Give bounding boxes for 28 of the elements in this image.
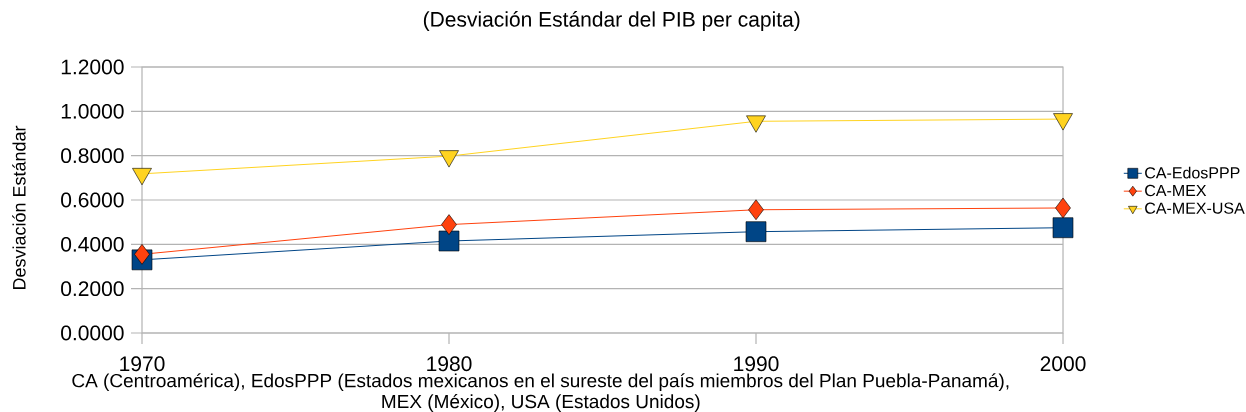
point (441, 214, 457, 235)
point (745, 221, 767, 242)
point (438, 230, 460, 252)
x-tick-label: 1990 (734, 356, 779, 372)
y-axis-title: Desviación Estándar (12, 125, 26, 290)
y-tick-label: 0.8000 (61, 148, 124, 164)
y-tick-label: 0.6000 (61, 192, 124, 208)
y-tick-label: 1.2000 (61, 59, 124, 75)
x-tick-label: 2000 (1040, 356, 1086, 372)
x-tick-label: 1980 (427, 356, 472, 372)
point (1053, 113, 1073, 131)
legend-label: CA-EdosPPP (1145, 166, 1240, 179)
point (134, 244, 150, 265)
y-tick-label: 0.0000 (61, 325, 124, 341)
legend-label: CA-MEX (1145, 184, 1207, 197)
point (748, 199, 764, 221)
y-tick-label: 0.2000 (61, 281, 124, 297)
y-tick-label: 0.4000 (61, 236, 124, 252)
point (746, 115, 766, 133)
legend-label: CA-MEX-USA (1145, 202, 1245, 214)
x-tick-label: 1970 (120, 356, 165, 372)
point (132, 168, 152, 186)
point (1055, 197, 1071, 219)
y-tick-label: 1.0000 (61, 103, 124, 119)
x-axis-title: CA (Centroamérica), EdosPPP (Estados mexicanos en el sureste del país miembros del Plan Puebla-Panamá), MEX (México), USA (Estados Unidos) (72, 373, 1009, 412)
point (439, 150, 459, 168)
point (1052, 217, 1074, 239)
chart-title: (Desviación Estándar del PIB per capita) (423, 11, 800, 31)
